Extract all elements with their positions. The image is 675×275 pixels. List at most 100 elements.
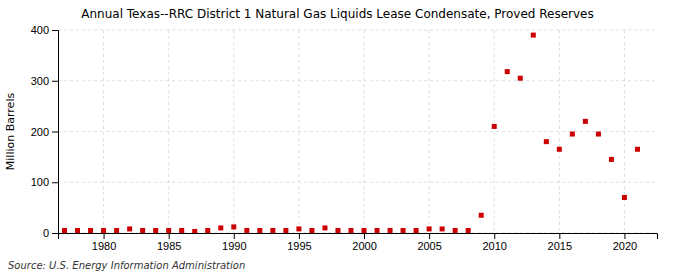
point	[88, 228, 93, 233]
x-tick: 2010	[482, 233, 506, 252]
point	[427, 226, 432, 231]
x-tick-label: 1990	[222, 240, 246, 252]
point	[596, 132, 601, 137]
point	[479, 213, 484, 218]
x-tick-label: 2010	[482, 240, 506, 252]
point	[362, 228, 367, 233]
grid-line	[559, 30, 560, 233]
x-axis-line	[59, 234, 658, 240]
grid-line	[58, 80, 657, 81]
y-tick: 0	[43, 227, 58, 239]
point	[518, 76, 523, 81]
grid-line	[233, 30, 234, 233]
y-tick-mark	[52, 132, 58, 133]
y-tick-mark	[52, 182, 58, 183]
point	[114, 228, 119, 233]
y-tick-label: 100	[31, 176, 49, 188]
x-tick: 2015	[548, 233, 572, 252]
grid	[58, 30, 657, 233]
points	[62, 33, 640, 233]
y-tick-label: 400	[31, 24, 49, 36]
x-tick: 2000	[352, 233, 376, 252]
chart: 1980 1985 1990 1995 2000 2005 2010 2015 2020 0 100…	[0, 0, 675, 275]
point	[440, 226, 445, 231]
point	[375, 228, 380, 233]
grid-line	[103, 30, 104, 233]
point	[309, 228, 314, 233]
x-tick: 1995	[287, 233, 311, 252]
y-axis-label: Million Barrels	[4, 93, 17, 171]
point	[609, 157, 614, 162]
point	[635, 147, 640, 152]
point	[401, 228, 406, 233]
y-tick-label: 0	[43, 227, 49, 239]
y-tick: 300	[31, 75, 58, 87]
y-tick: 200	[31, 126, 58, 138]
point	[335, 228, 340, 233]
point	[557, 147, 562, 152]
point	[570, 132, 575, 137]
point	[505, 69, 510, 74]
point	[348, 228, 353, 233]
grid-line	[624, 30, 625, 233]
point	[283, 228, 288, 233]
point	[622, 195, 627, 200]
y-tick-mark	[52, 30, 58, 31]
point	[257, 228, 262, 233]
point	[140, 228, 145, 233]
x-tick-mark	[494, 233, 495, 239]
point	[322, 225, 327, 230]
point	[414, 228, 419, 233]
y-tick-label: 200	[31, 126, 49, 138]
x-tick-mark	[624, 233, 625, 239]
y-tick-label: 300	[31, 75, 49, 87]
point	[205, 228, 210, 233]
point	[166, 228, 171, 233]
point	[231, 224, 236, 229]
y-tick-mark	[52, 81, 58, 82]
x-tick-mark	[169, 233, 170, 239]
title: Annual Texas--RRC District 1 Natural Gas…	[81, 7, 593, 21]
point	[583, 119, 588, 124]
y-axis-line	[52, 31, 59, 234]
x-tick-mark	[104, 233, 105, 239]
x-tick-mark	[299, 233, 300, 239]
grid-line	[429, 30, 430, 233]
point	[75, 228, 80, 233]
grid-line	[298, 30, 299, 233]
x-tick-label: 2015	[548, 240, 572, 252]
x-tick-mark	[429, 233, 430, 239]
x-axis: 1980 1985 1990 1995 2000 2005 2010 2015 2020	[59, 233, 658, 252]
point	[296, 226, 301, 231]
point	[388, 228, 393, 233]
point	[192, 229, 197, 233]
grid-line	[58, 182, 657, 183]
point	[466, 228, 471, 233]
grid-line	[168, 30, 169, 233]
point	[127, 226, 132, 231]
point	[218, 225, 223, 230]
x-tick-label: 1980	[92, 240, 116, 252]
x-tick: 1985	[157, 233, 181, 252]
grid-line	[494, 30, 495, 233]
point	[492, 124, 497, 129]
y-tick-mark	[52, 233, 58, 234]
x-tick: 2020	[613, 233, 637, 252]
x-tick-mark	[234, 233, 235, 239]
point	[453, 228, 458, 233]
x-tick-label: 2005	[417, 240, 441, 252]
grid-line	[364, 30, 365, 233]
grid-line	[58, 30, 657, 31]
x-tick-mark	[364, 233, 365, 239]
point	[62, 228, 67, 233]
x-tick-label: 1985	[157, 240, 181, 252]
x-tick-label: 1995	[287, 240, 311, 252]
annotation: Source: U.S. Energy Information Administ…	[8, 260, 245, 271]
y-tick: 100	[31, 176, 58, 188]
x-tick-mark	[559, 233, 560, 239]
point	[179, 228, 184, 233]
x-tick-label: 2000	[352, 240, 376, 252]
x-tick: 1990	[222, 233, 246, 252]
plot-area: 1980 1985 1990 1995 2000 2005 2010 2015 2020 0 100…	[31, 24, 658, 252]
point	[101, 228, 106, 233]
